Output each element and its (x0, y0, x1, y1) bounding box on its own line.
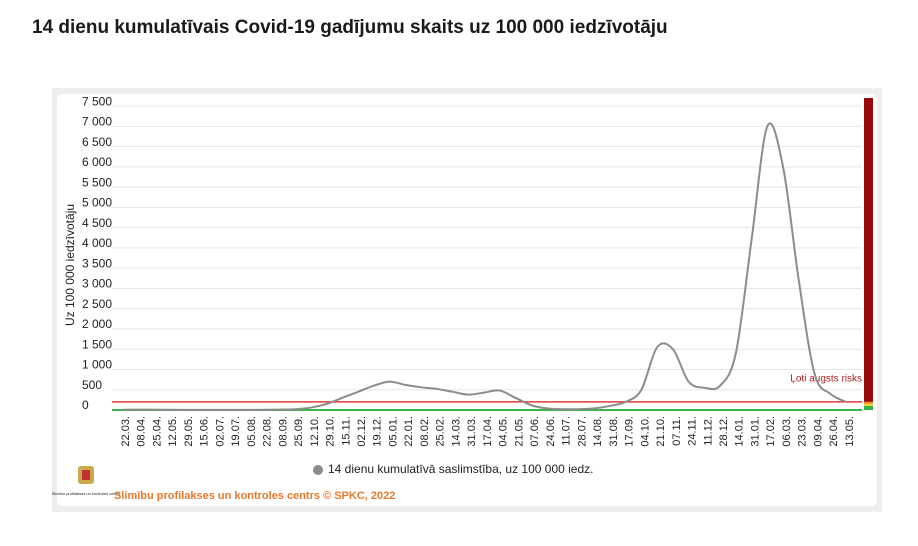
x-tick-label: 21.10. (655, 416, 667, 447)
x-tick-label: 04.10. (639, 416, 651, 447)
y-tick-label: 7 000 (82, 115, 112, 129)
x-tick-label: 25.04. (151, 416, 163, 447)
y-tick-label: 5 500 (82, 175, 112, 189)
x-tick-label: 07.11. (671, 416, 683, 446)
y-tick-label: 7 500 (82, 94, 112, 108)
x-tick-label: 29.05. (183, 416, 195, 447)
y-tick-label: 5 000 (82, 196, 112, 210)
x-tick-label: 11.07. (561, 416, 573, 446)
x-tick-label: 06.03. (781, 416, 793, 447)
x-tick-label: 19.07. (230, 416, 242, 447)
x-tick-label: 14.03. (450, 416, 462, 447)
risk-label: Ļoti augsts risks (790, 374, 862, 385)
x-tick-label: 31.08. (608, 416, 620, 447)
x-tick-label: 26.04. (828, 416, 840, 447)
x-tick-label: 08.04. (136, 416, 148, 447)
x-tick-label: 11.12. (702, 416, 714, 446)
x-tick-label: 22.08. (262, 416, 274, 447)
x-tick-label: 08.09. (277, 416, 289, 447)
x-tick-label: 02.12. (356, 416, 368, 447)
card (57, 94, 877, 506)
y-tick-label: 6 500 (82, 135, 112, 149)
x-tick-label: 02.07. (214, 416, 226, 447)
x-tick-label: 19.12. (372, 416, 384, 447)
y-axis-label: Uz 100 000 iedzīvotāju (63, 204, 77, 326)
x-tick-label: 17.09. (624, 416, 636, 447)
y-tick-label: 500 (82, 378, 102, 392)
x-tick-label: 25.02. (435, 416, 447, 447)
y-tick-label: 2 000 (82, 317, 112, 331)
x-tick-label: 22.01. (403, 416, 415, 447)
x-tick-label: 05.01. (387, 416, 399, 447)
x-tick-label: 28.12. (718, 416, 730, 447)
x-tick-label: 04.05. (498, 416, 510, 447)
y-tick-label: 4 000 (82, 236, 112, 250)
x-tick-label: 24.06. (545, 416, 557, 447)
x-tick-label: 05.08. (246, 416, 258, 447)
x-tick-label: 09.04. (812, 416, 824, 447)
legend-label: 14 dienu kumulatīvā saslimstība, uz 100 … (328, 462, 594, 476)
y-tick-label: 3 500 (82, 256, 112, 270)
x-tick-label: 14.01. (734, 416, 746, 447)
series-line (121, 122, 847, 411)
x-tick-label: 17.02. (765, 416, 777, 447)
x-tick-label: 29.10. (325, 416, 337, 447)
footer: Slimību profilakses un kontroles centrs … (114, 490, 395, 502)
risk-band (864, 98, 873, 402)
legend-marker (313, 465, 323, 475)
logo (78, 466, 94, 484)
x-tick-label: 15.11. (340, 416, 352, 446)
y-tick-label: 4 500 (82, 216, 112, 230)
x-tick-label: 12.10. (309, 416, 321, 447)
x-tick-label: 25.09. (293, 416, 305, 447)
x-tick-label: 14.08. (592, 416, 604, 447)
x-tick-label: 15.06. (199, 416, 211, 447)
y-tick-label: 1 000 (82, 358, 112, 372)
x-tick-label: 31.03. (466, 416, 478, 447)
y-tick-label: 1 500 (82, 337, 112, 351)
x-tick-label: 17.04. (482, 416, 494, 447)
x-tick-label: 22.03. (120, 416, 132, 447)
x-tick-label: 21.05. (513, 416, 525, 447)
x-tick-label: 07.06. (529, 416, 541, 447)
x-tick-label: 12.05. (167, 416, 179, 447)
x-tick-label: 28.07. (576, 416, 588, 447)
y-tick-label: 3 000 (82, 277, 112, 291)
y-tick-label: 0 (82, 398, 89, 412)
logo-text: Slimību profilakses un kontroles centrs (52, 491, 120, 496)
chart-title: 14 dienu kumulatīvais Covid-19 gadījumu … (32, 17, 668, 38)
risk-band (864, 403, 873, 406)
risk-band (864, 401, 873, 404)
y-tick-label: 2 500 (82, 297, 112, 311)
x-tick-label: 23.03. (797, 416, 809, 447)
x-tick-label: 31.01. (749, 416, 761, 447)
x-tick-label: 13.05. (844, 416, 856, 447)
y-tick-label: 6 000 (82, 155, 112, 169)
x-tick-label: 08.02. (419, 416, 431, 447)
x-tick-label: 24.11. (687, 416, 699, 446)
risk-band (864, 405, 873, 410)
